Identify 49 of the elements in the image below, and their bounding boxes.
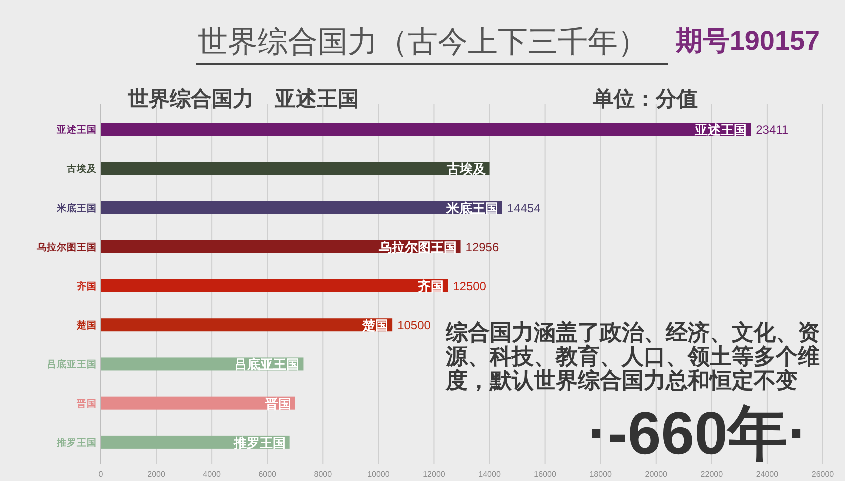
bar xyxy=(101,280,448,292)
x-tick-label: 8000 xyxy=(314,470,333,479)
category-label: 推罗王国 xyxy=(234,435,286,450)
category-label: 米底王国 xyxy=(446,200,498,216)
y-tick-label: 楚国 xyxy=(76,320,97,332)
x-tick-label: 22000 xyxy=(700,470,724,479)
x-tick-label: 24000 xyxy=(756,470,780,479)
y-tick-label: 吕底亚王国 xyxy=(47,358,97,371)
category-label: 吕底亚王国 xyxy=(234,357,300,372)
text: 期号190157 xyxy=(674,26,820,56)
x-tick-label: 4000 xyxy=(203,470,222,479)
x-tick-label: 6000 xyxy=(258,470,278,479)
bar xyxy=(101,123,752,136)
category-label: 亚述王国 xyxy=(695,122,748,138)
x-tick-label: 18000 xyxy=(590,470,613,479)
y-tick-label: 米底王国 xyxy=(56,202,97,214)
x-tick-label: 20000 xyxy=(645,470,668,479)
x-tick-label: 12000 xyxy=(423,470,446,479)
category-label: 乌拉尔图王国 xyxy=(378,240,457,255)
category-label: 晋国 xyxy=(265,396,292,412)
x-tick-label: 14000 xyxy=(478,470,502,479)
data-label: 12956 xyxy=(466,240,500,254)
y-tick-label: 齐国 xyxy=(77,280,97,292)
x-tick-label: 16000 xyxy=(534,470,557,479)
annotation: ·-660年· xyxy=(588,400,808,467)
annotation: 单位：分值 xyxy=(592,88,698,111)
data-label: 14454 xyxy=(507,201,542,216)
x-tick-label: 10000 xyxy=(368,470,390,479)
category-label: 楚国 xyxy=(362,318,389,334)
y-tick-label: 乌拉尔图王国 xyxy=(36,241,97,254)
y-tick-label: 亚述王国 xyxy=(56,124,97,136)
x-tick-label: 26000 xyxy=(812,470,835,479)
annotation: 综合国力涵盖了政治、经济、文化、资源、科技、教育、人口、领土等多个维度，默认世界综合国力总和恒定不变 xyxy=(445,320,820,393)
data-label: 23411 xyxy=(756,123,789,138)
category-label: 古埃及 xyxy=(446,162,486,177)
bar xyxy=(101,396,296,410)
data-label: 10500 xyxy=(398,318,432,333)
y-tick-label: 晋国 xyxy=(76,398,97,410)
bar xyxy=(101,162,490,176)
category-label: 齐国 xyxy=(418,279,444,294)
chart-title: 世界综合国力（古今上下三千年） xyxy=(198,26,648,59)
bar xyxy=(101,201,502,214)
x-tick-label: 0 xyxy=(98,470,104,479)
bar xyxy=(101,318,393,332)
data-label: 12500 xyxy=(453,280,487,294)
y-tick-label: 古埃及 xyxy=(66,163,98,176)
y-tick-label: 推罗王国 xyxy=(56,436,97,449)
chart-subtitle: 世界综合国力 亚述王国 xyxy=(127,87,359,111)
x-tick-label: 2000 xyxy=(148,470,166,479)
